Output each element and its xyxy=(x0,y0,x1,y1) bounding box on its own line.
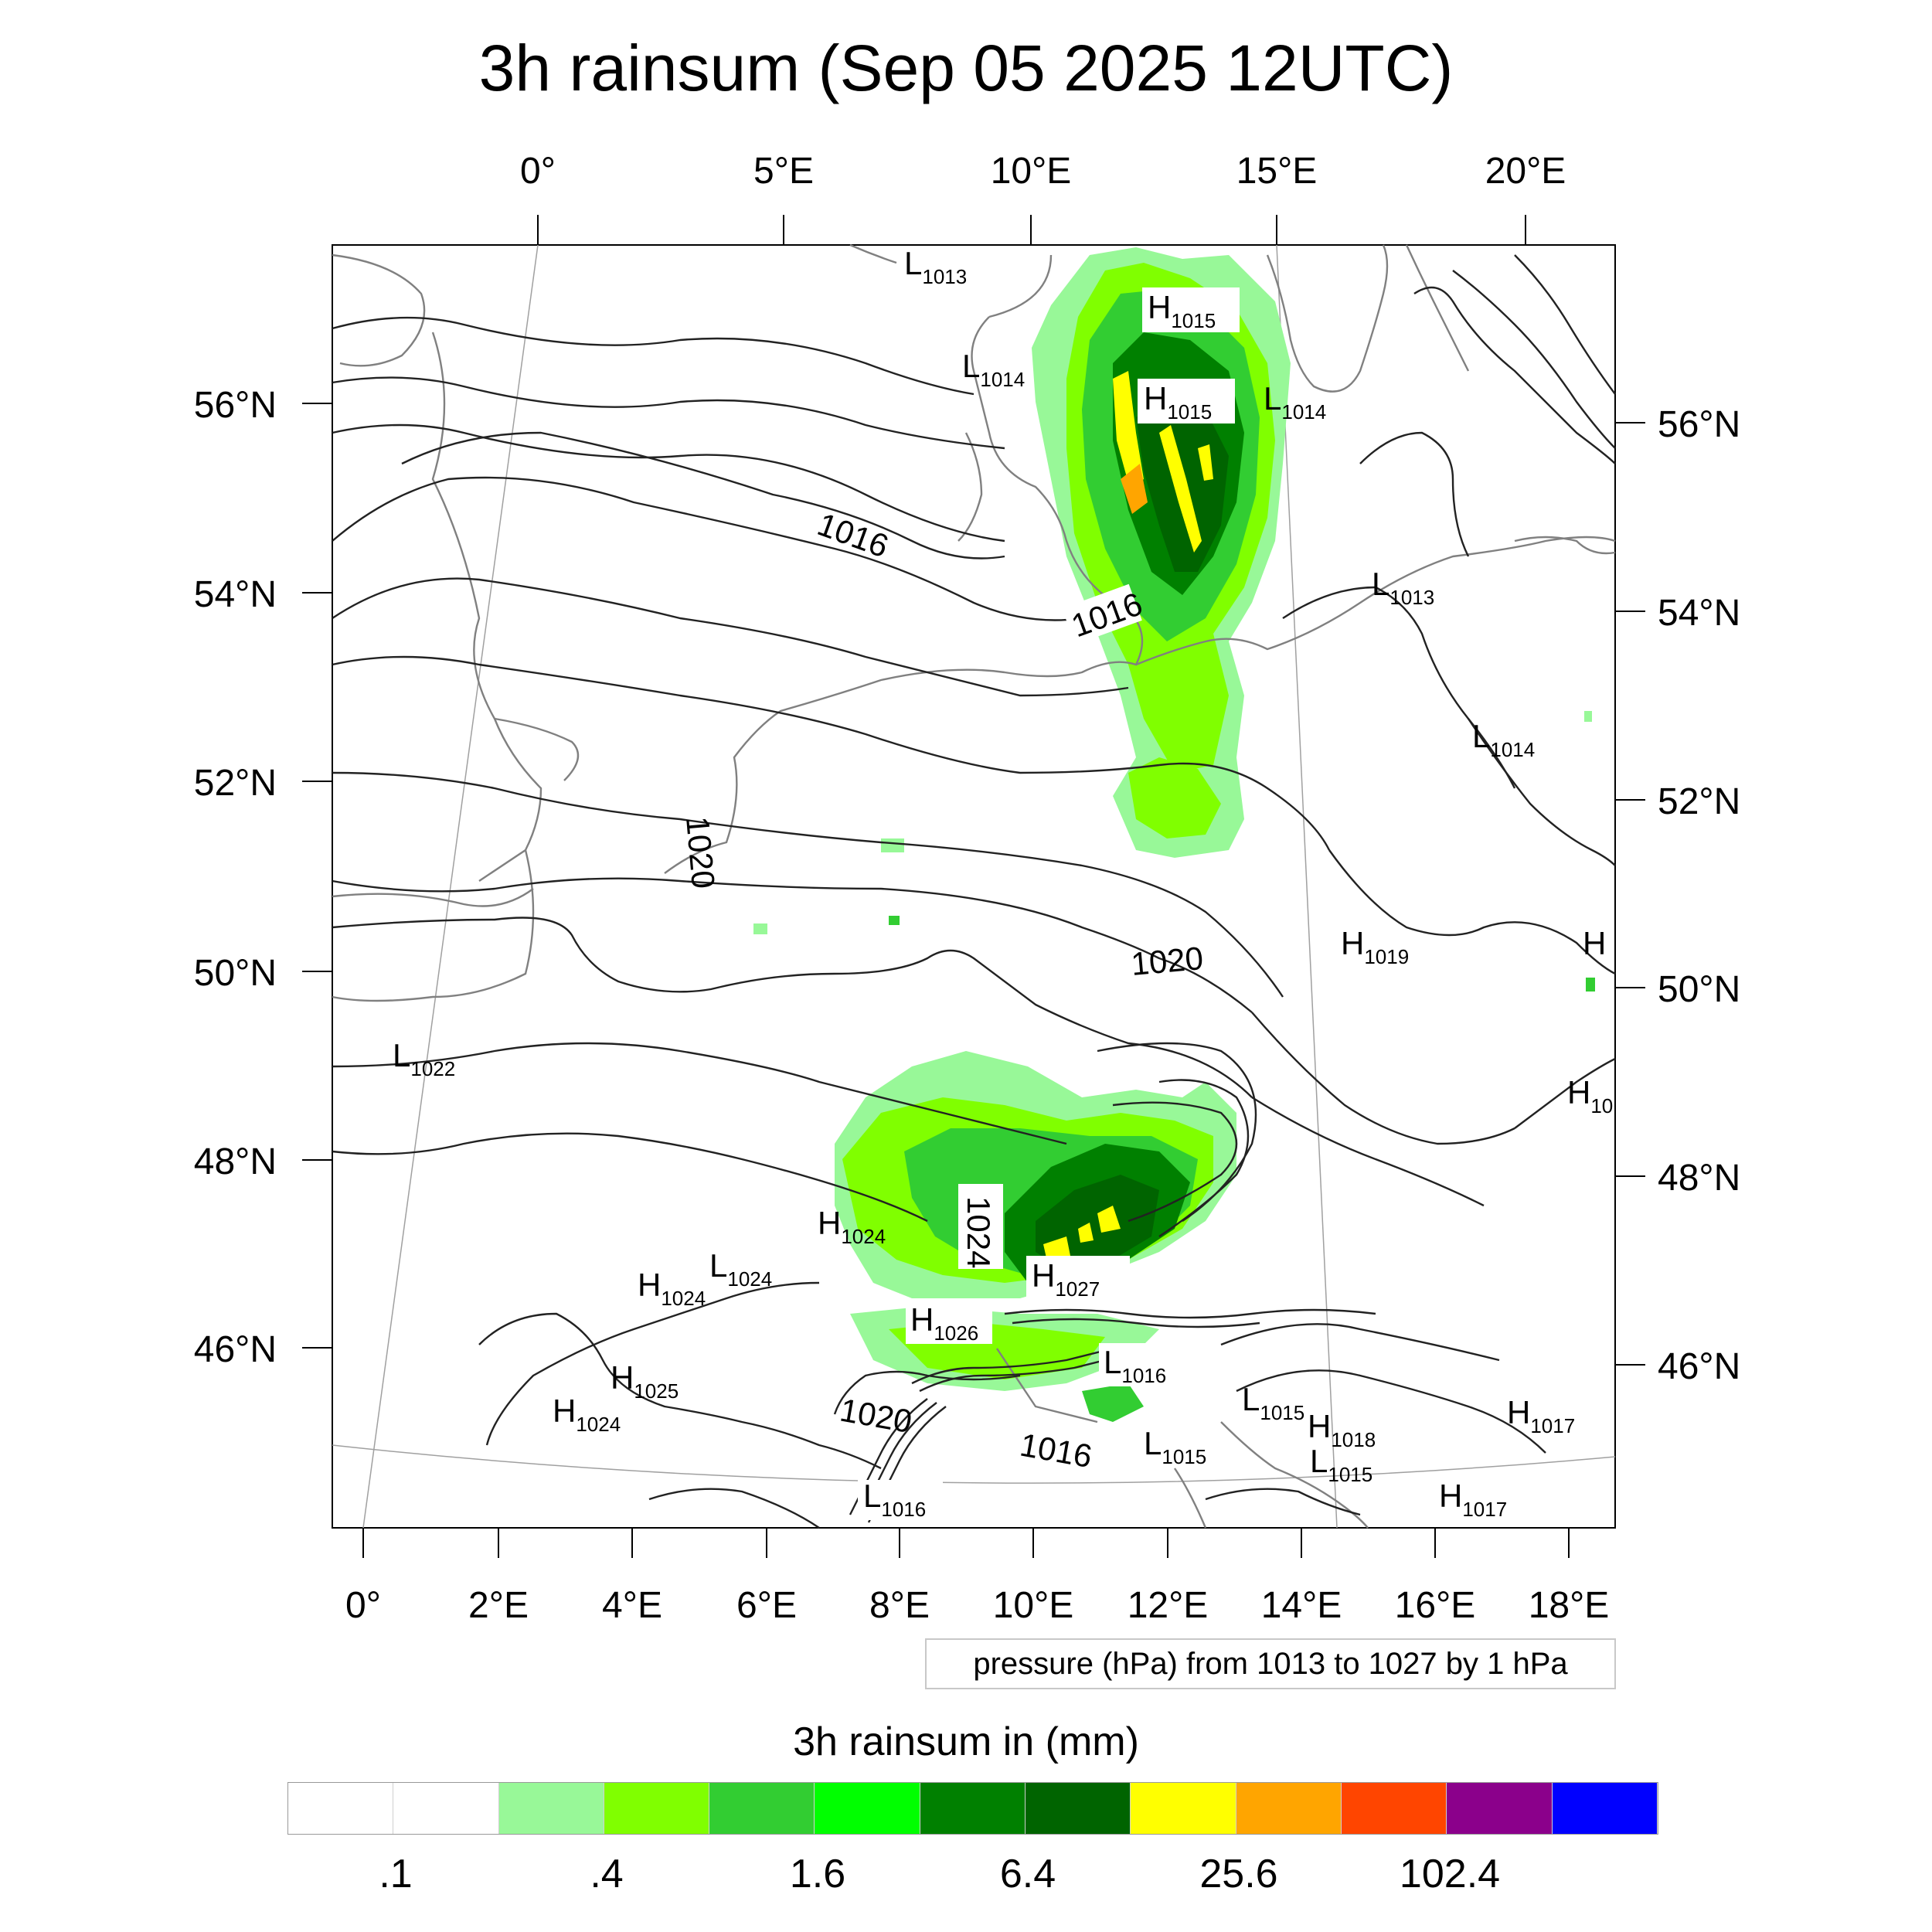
left-lat-label: 50°N xyxy=(194,953,277,994)
pressure-center: L1024 xyxy=(709,1247,772,1291)
colorbar-label: .1 xyxy=(379,1852,413,1896)
colorbar-swatch xyxy=(1131,1783,1236,1834)
contour-label: 1024 xyxy=(961,1196,997,1268)
pressure-center: L1016 xyxy=(863,1478,926,1521)
pressure-center: H1019 xyxy=(1341,925,1409,968)
pressure-center: L1016 xyxy=(1104,1344,1166,1387)
colorbar-swatch xyxy=(1026,1783,1131,1834)
colorbar-label: 102.4 xyxy=(1399,1852,1501,1896)
top-lon-label: 20°E xyxy=(1485,151,1566,192)
colorbar-swatch xyxy=(1552,1783,1658,1834)
colorbar-label: 1.6 xyxy=(789,1852,846,1896)
pressure-center: L1014 xyxy=(1264,380,1326,423)
bottom-lon-label: 16°E xyxy=(1395,1585,1476,1626)
pressure-center: H1015 xyxy=(1148,289,1216,332)
pressure-center: L1013 xyxy=(904,245,967,288)
top-lon-label: 0° xyxy=(520,151,556,192)
colorbar-label: .4 xyxy=(590,1852,624,1896)
colorbar-swatch xyxy=(604,1783,710,1834)
pressure-center: H1027 xyxy=(1032,1257,1100,1301)
right-lat-label: 50°N xyxy=(1658,969,1740,1010)
bottom-lon-labels: 0° 2°E 4°E 6°E 8°E 10°E 12°E 14°E 16°E 1… xyxy=(345,1528,1609,1626)
contour-label: 1020 xyxy=(679,815,722,890)
graticule xyxy=(332,244,1616,1529)
left-lat-labels: 56°N 54°N 52°N 50°N 48°N 46°N xyxy=(194,385,332,1370)
right-lat-label: 52°N xyxy=(1658,781,1740,822)
coastlines xyxy=(332,243,1616,1529)
colorbar-swatch xyxy=(1447,1783,1553,1834)
right-lat-label: 46°N xyxy=(1658,1346,1740,1387)
colorbar-swatch xyxy=(1236,1783,1342,1834)
colorbar-title: 3h rainsum in (mm) xyxy=(793,1719,1139,1764)
bottom-lon-label: 18°E xyxy=(1529,1585,1610,1626)
contour-label: 1020 xyxy=(1130,940,1205,982)
pressure-center: H1026 xyxy=(910,1301,978,1345)
colorbar-label: 6.4 xyxy=(999,1852,1056,1896)
colorbar-swatch xyxy=(709,1783,815,1834)
left-lat-label: 54°N xyxy=(194,574,277,615)
bottom-lon-label: 8°E xyxy=(869,1585,930,1626)
bottom-lon-label: 10°E xyxy=(993,1585,1074,1626)
bottom-lon-label: 2°E xyxy=(468,1585,529,1626)
pressure-info-box: pressure (hPa) from 1013 to 1027 by 1 hP… xyxy=(925,1638,1616,1689)
bottom-lon-label: 4°E xyxy=(602,1585,662,1626)
top-lon-labels: 0° 5°E 10°E 15°E 20°E xyxy=(520,151,1566,245)
pressure-center: H1017 xyxy=(1507,1394,1575,1437)
right-lat-label: 54°N xyxy=(1658,593,1740,634)
pressure-center: L1013 xyxy=(1372,566,1434,609)
pressure-center: L1022 xyxy=(393,1037,455,1080)
left-lat-label: 52°N xyxy=(194,763,277,804)
bottom-lon-label: 14°E xyxy=(1261,1585,1342,1626)
pressure-center: H1024 xyxy=(818,1205,886,1248)
pressure-center: H1024 xyxy=(638,1267,706,1310)
colorbar-swatch xyxy=(1341,1783,1447,1834)
top-lon-label: 10°E xyxy=(991,151,1072,192)
left-lat-label: 48°N xyxy=(194,1141,277,1182)
colorbar-label: 25.6 xyxy=(1199,1852,1278,1896)
colorbar-swatch xyxy=(393,1783,499,1834)
pressure-centers: L1013 H1015 L1014 H1015 L1014 L1013 L101… xyxy=(393,245,1613,1521)
pressure-center: L1015 xyxy=(1144,1425,1206,1468)
colorbar xyxy=(287,1782,1658,1835)
isobars xyxy=(332,254,1616,1529)
bottom-lon-label: 12°E xyxy=(1128,1585,1209,1626)
left-lat-label: 46°N xyxy=(194,1329,277,1370)
pressure-center: L1015 xyxy=(1242,1381,1304,1424)
pressure-center: H1025 xyxy=(611,1359,679,1403)
top-lon-label: 5°E xyxy=(753,151,814,192)
pressure-center: H1015 xyxy=(1144,380,1212,423)
bottom-lon-label: 0° xyxy=(345,1585,381,1626)
right-lat-label: 56°N xyxy=(1658,404,1740,445)
right-lat-label: 48°N xyxy=(1658,1158,1740,1199)
pressure-center: L1014 xyxy=(962,348,1025,391)
left-lat-label: 56°N xyxy=(194,385,277,426)
colorbar-swatch xyxy=(288,1783,394,1834)
map-title: 3h rainsum (Sep 05 2025 12UTC) xyxy=(478,32,1454,104)
right-lat-labels: 56°N 54°N 52°N 50°N 48°N 46°N xyxy=(1615,404,1740,1387)
pressure-center: H10 xyxy=(1567,1074,1613,1117)
pressure-center: L1015 xyxy=(1310,1443,1372,1486)
pressure-center: H1018 xyxy=(1308,1408,1376,1451)
top-lon-label: 15°E xyxy=(1236,151,1318,192)
pressure-center: L1014 xyxy=(1472,718,1535,761)
bottom-lon-label: 6°E xyxy=(736,1585,797,1626)
colorbar-swatch xyxy=(815,1783,920,1834)
pressure-center: H xyxy=(1583,925,1606,961)
pressure-center: H1024 xyxy=(553,1393,621,1436)
pressure-center: H1017 xyxy=(1439,1478,1507,1521)
colorbar-swatch xyxy=(920,1783,1026,1834)
colorbar-swatch xyxy=(498,1783,604,1834)
